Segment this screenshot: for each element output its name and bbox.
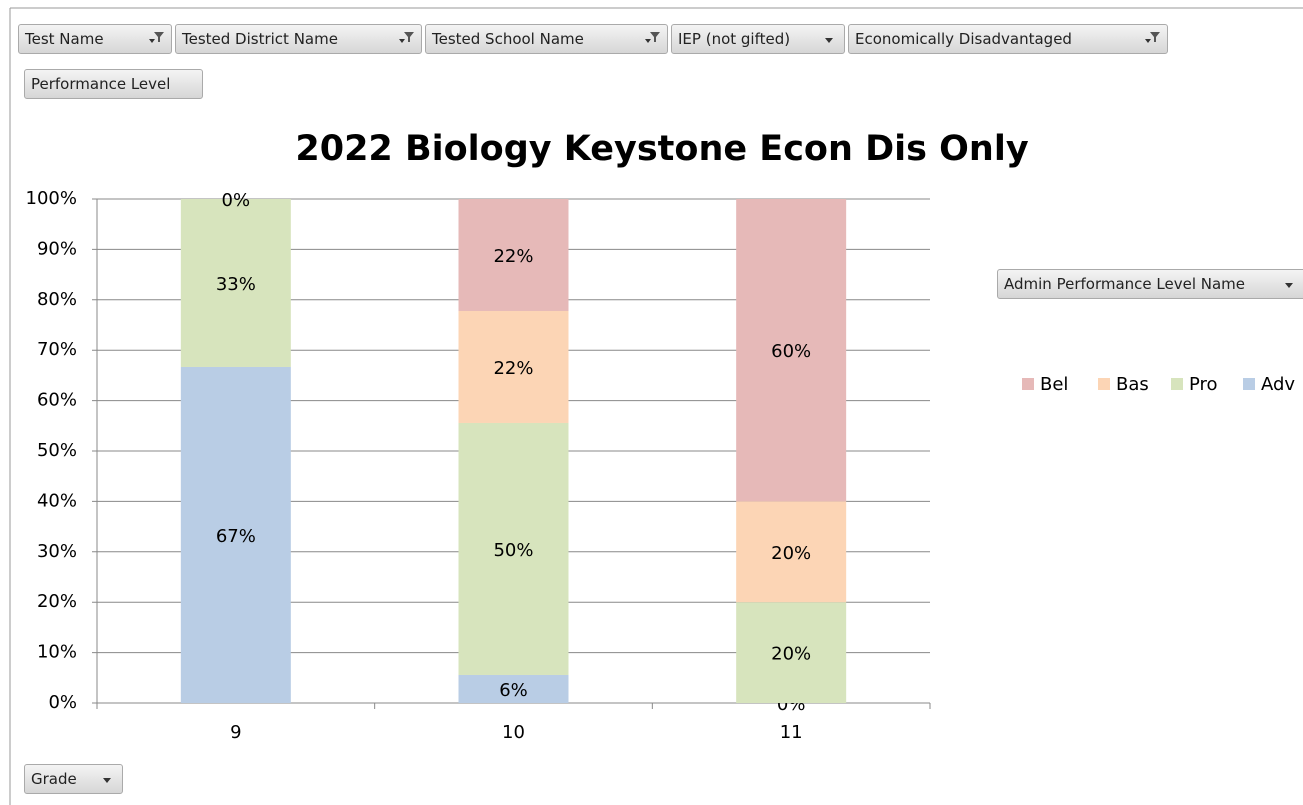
- button-label: Admin Performance Level Name: [1004, 275, 1246, 293]
- legend-label: Bel: [1040, 374, 1068, 395]
- data-label: 60%: [771, 341, 811, 362]
- bar-segment: [736, 602, 847, 703]
- x-tick-label: 11: [780, 722, 803, 743]
- y-tick-label: 60%: [37, 390, 77, 411]
- data-label: 50%: [493, 540, 533, 561]
- x-tick-label: 10: [502, 722, 525, 743]
- y-tick-label: 0%: [48, 692, 77, 713]
- data-label: 6%: [499, 680, 528, 701]
- y-tick-label: 100%: [26, 188, 77, 209]
- data-label: 0%: [222, 190, 251, 211]
- y-tick-label: 80%: [37, 289, 77, 310]
- data-label: 67%: [216, 526, 256, 547]
- legend-label: Pro: [1189, 374, 1218, 395]
- x-tick-label: 9: [230, 722, 241, 743]
- y-tick-label: 70%: [37, 339, 77, 360]
- filter-button[interactable]: Economically Disadvantaged: [848, 24, 1168, 54]
- legend-label: Bas: [1116, 374, 1149, 395]
- bar-segment: [736, 199, 847, 502]
- y-tick-label: 20%: [37, 591, 77, 612]
- y-tick-label: 50%: [37, 440, 77, 461]
- bar-segment: [180, 366, 291, 703]
- filter-button[interactable]: Test Name: [18, 24, 172, 54]
- button-label: IEP (not gifted): [678, 30, 791, 48]
- filter-button[interactable]: Tested School Name: [425, 24, 668, 54]
- data-label: 33%: [216, 274, 256, 295]
- legend-label: Adv: [1261, 374, 1295, 395]
- button-label: Performance Level: [31, 75, 171, 93]
- bar-segment: [458, 199, 569, 311]
- legend-swatch: [1098, 378, 1110, 390]
- button-label: Economically Disadvantaged: [855, 30, 1072, 48]
- axis-field-button[interactable]: Grade: [24, 764, 123, 794]
- y-tick-label: 40%: [37, 490, 77, 511]
- button-label: Tested District Name: [182, 30, 338, 48]
- data-label: 22%: [493, 358, 533, 379]
- button-label: Tested School Name: [432, 30, 584, 48]
- y-tick-label: 30%: [37, 541, 77, 562]
- legend-swatch: [1243, 378, 1255, 390]
- bar-segment: [458, 422, 569, 675]
- chart-title: 2022 Biology Keystone Econ Dis Only: [295, 129, 1028, 169]
- data-label: 20%: [771, 543, 811, 564]
- y-tick-label: 90%: [37, 238, 77, 259]
- legend-field-button[interactable]: Admin Performance Level Name: [997, 269, 1303, 299]
- data-label: 20%: [771, 644, 811, 665]
- bar-segment: [736, 501, 847, 603]
- data-label: 22%: [493, 246, 533, 267]
- bar-segment: [180, 199, 291, 367]
- legend-swatch: [1022, 378, 1034, 390]
- button-label: Test Name: [25, 30, 104, 48]
- value-field-button[interactable]: Performance Level: [24, 69, 203, 99]
- bar-segment: [458, 310, 569, 423]
- y-tick-label: 10%: [37, 642, 77, 663]
- filter-button[interactable]: IEP (not gifted): [671, 24, 845, 54]
- button-label: Grade: [31, 770, 77, 788]
- bar-segment: [458, 674, 569, 703]
- filter-button[interactable]: Tested District Name: [175, 24, 422, 54]
- legend-swatch: [1171, 378, 1183, 390]
